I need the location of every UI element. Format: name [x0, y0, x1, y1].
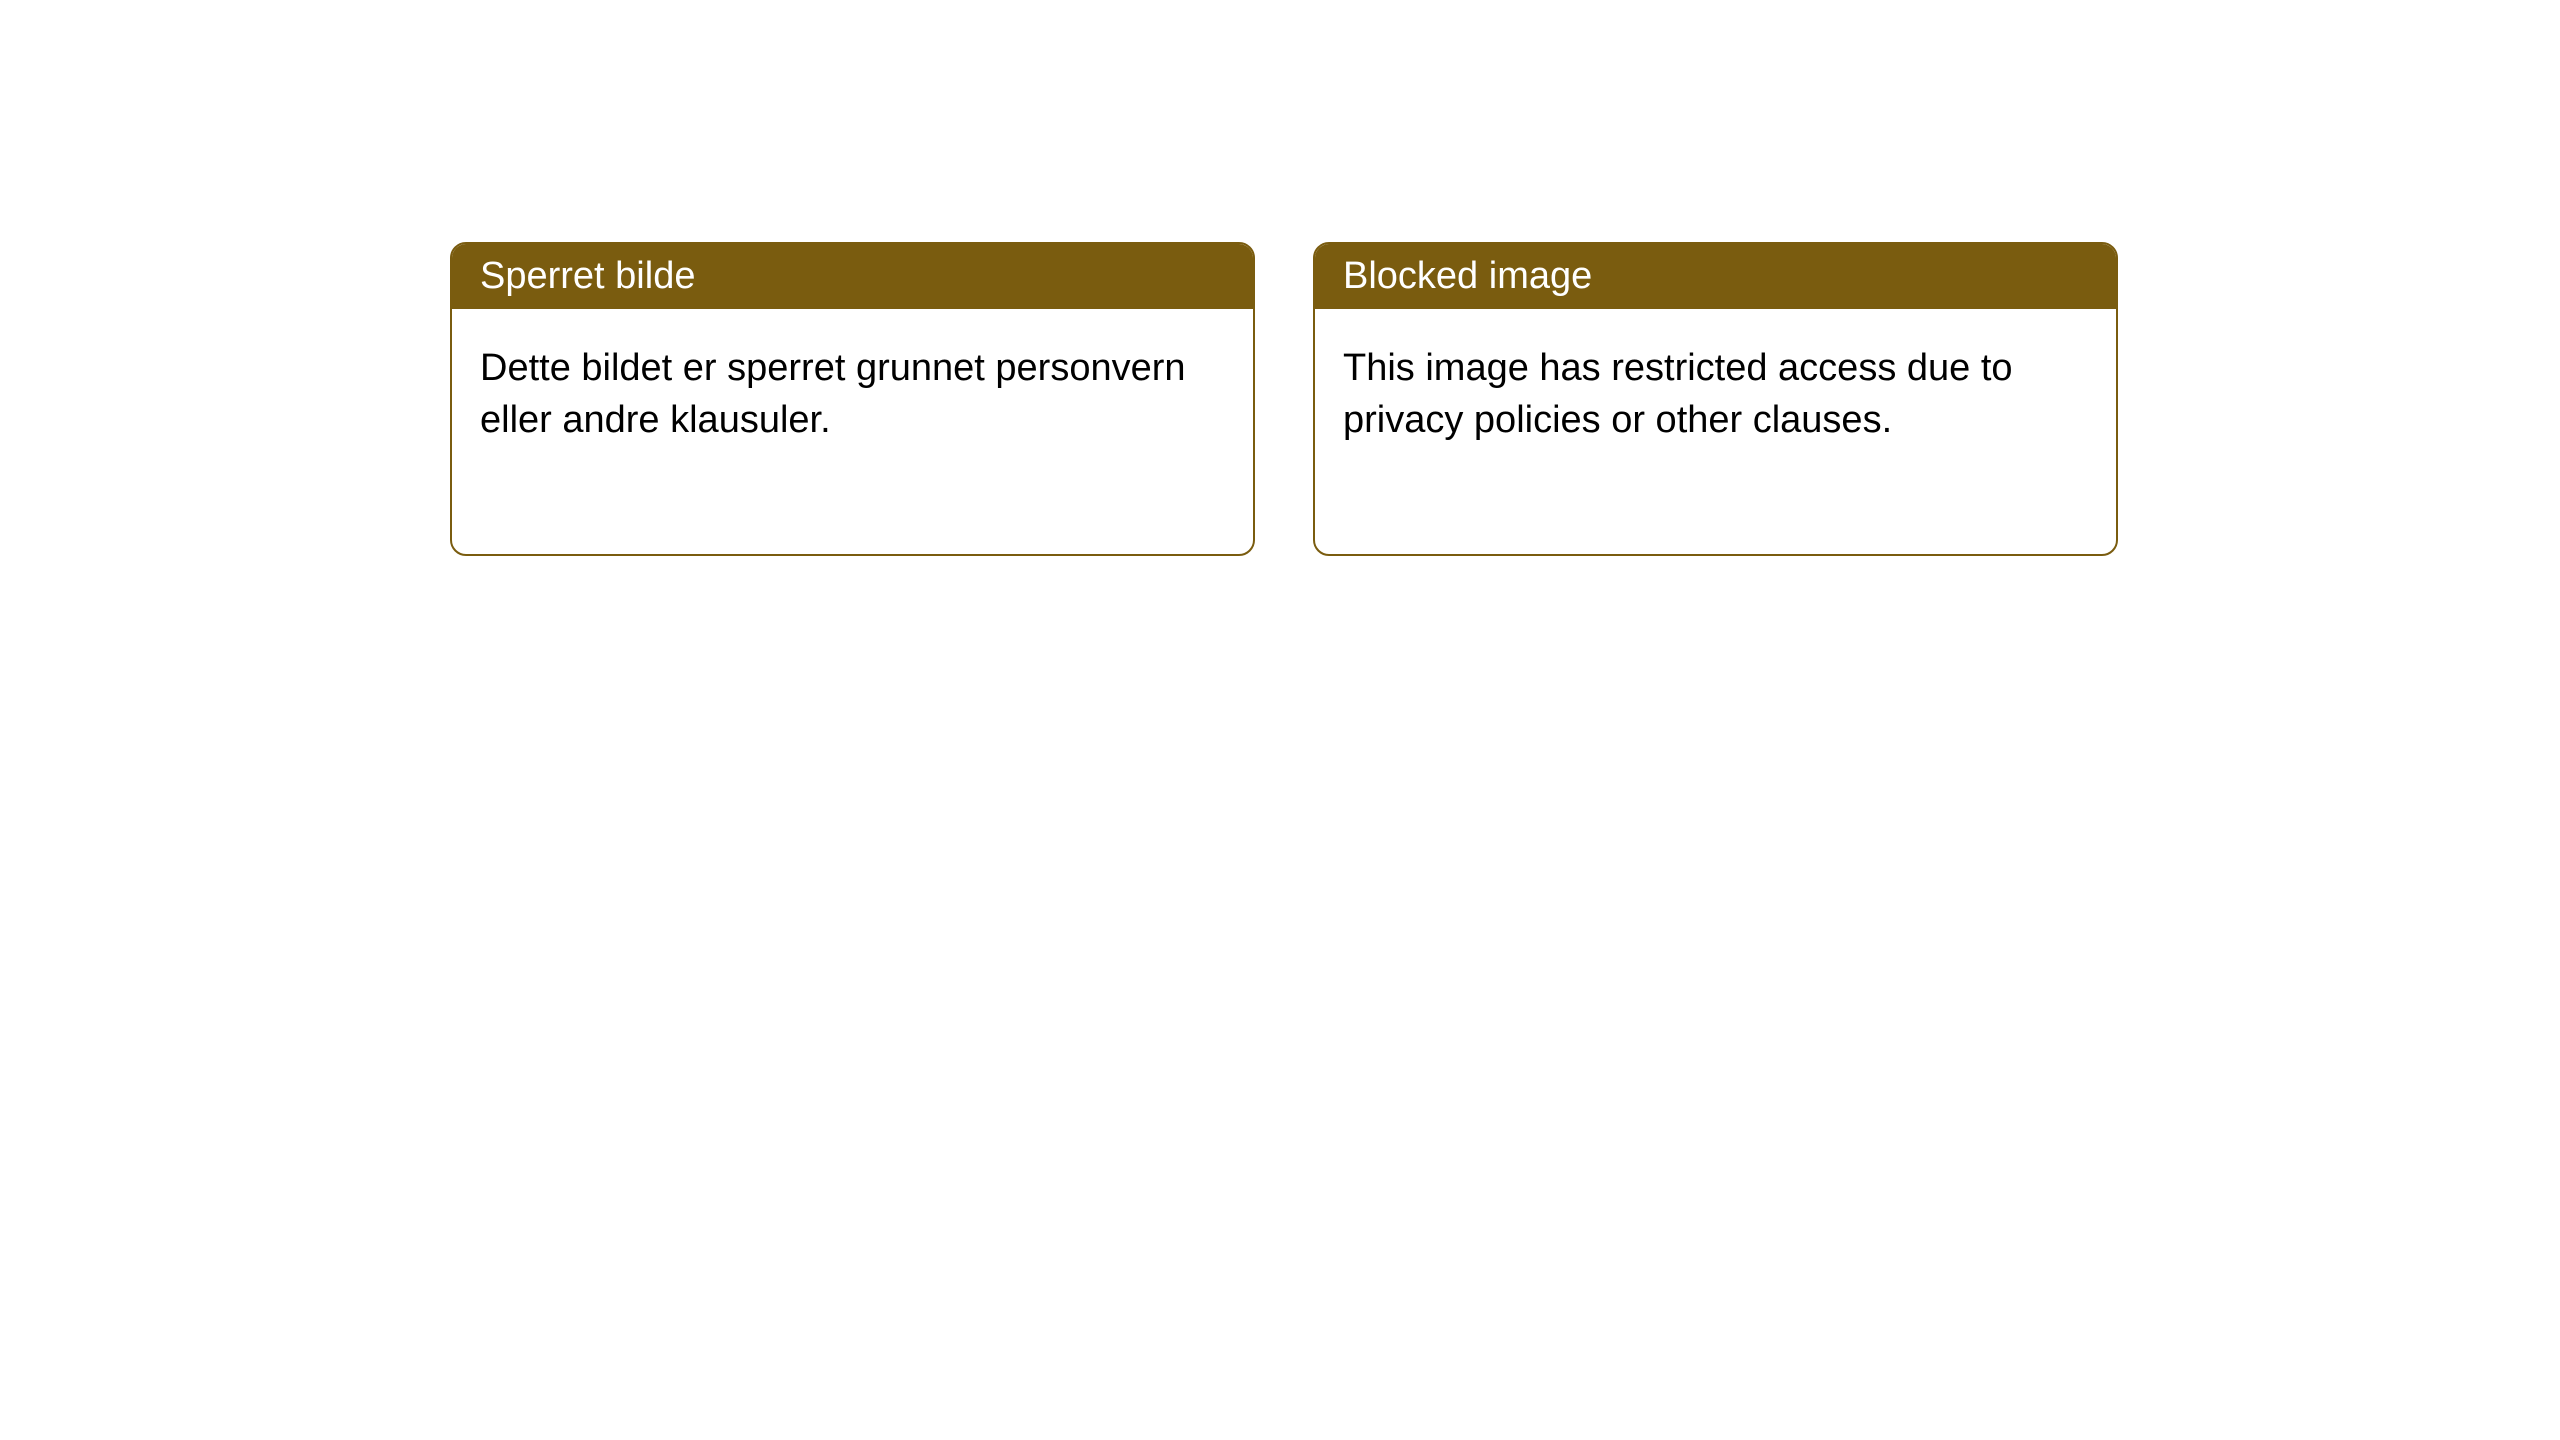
notice-container: Sperret bilde Dette bildet er sperret gr…: [0, 0, 2560, 556]
notice-body-norwegian: Dette bildet er sperret grunnet personve…: [452, 309, 1253, 554]
notice-card-norwegian: Sperret bilde Dette bildet er sperret gr…: [450, 242, 1255, 556]
notice-title-english: Blocked image: [1315, 244, 2116, 309]
notice-title-norwegian: Sperret bilde: [452, 244, 1253, 309]
notice-body-english: This image has restricted access due to …: [1315, 309, 2116, 554]
notice-card-english: Blocked image This image has restricted …: [1313, 242, 2118, 556]
